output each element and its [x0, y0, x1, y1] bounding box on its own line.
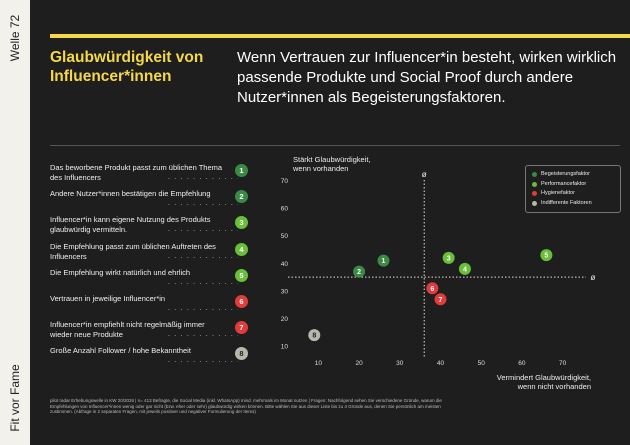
- legend-label: Performancefaktor: [541, 180, 587, 187]
- factor-item: Vertrauen in jeweilige Influencer*in. . …: [50, 294, 260, 316]
- x-tick-label: 20: [355, 360, 363, 367]
- data-point-label: 2: [357, 269, 361, 276]
- x-tick-label: 70: [559, 360, 567, 367]
- legend-swatch: [532, 200, 537, 206]
- average-y-label: ø: [591, 273, 596, 282]
- y-tick-label: 30: [281, 288, 289, 295]
- legend-item: Performancefaktor: [532, 181, 622, 190]
- legend-swatch: [532, 181, 537, 187]
- chart-legend: Begeisterungsfaktor Performancefaktor Hygi…: [525, 165, 621, 213]
- x-tick-label: 40: [437, 360, 445, 367]
- x-tick-label: 50: [478, 360, 486, 367]
- factor-label: Große Anzahl Follower / hohe Bekanntheit: [50, 346, 191, 356]
- side-band: Welle 72 Fit vor Fame: [0, 0, 30, 445]
- y-tick-label: 50: [281, 233, 289, 240]
- data-point-label: 4: [463, 266, 467, 273]
- legend-label: Hygienefaktor: [541, 190, 575, 196]
- factor-number-badge: 8: [235, 347, 248, 361]
- headline: Wenn Vertrauen zur Influencer*in besteht…: [237, 49, 617, 106]
- y-tick-label: 20: [281, 316, 289, 323]
- divider: [50, 145, 620, 146]
- data-point-label: 5: [544, 253, 548, 260]
- data-point-label: 1: [382, 258, 386, 265]
- y-tick-label: 60: [281, 206, 289, 213]
- series-label: Fit vor Fame: [8, 364, 22, 432]
- accent-bar: [50, 34, 630, 38]
- x-tick-label: 30: [396, 360, 404, 367]
- factor-label: Influencer*in kann eigene Nutzung des Pr…: [50, 215, 211, 235]
- scatter-chart: Stärkt Glaubwürdigkeit, wenn vorhanden Ver…: [281, 155, 596, 390]
- wave-label: Welle 72: [8, 14, 22, 62]
- data-point-label: 8: [312, 333, 316, 340]
- data-point: [353, 265, 366, 278]
- dot-leader: . . . . . . . . . . . . . . . . . .: [168, 305, 238, 312]
- data-point: [377, 254, 390, 267]
- factor-label: Die Empfehlung wirkt natürlich und ehrli…: [50, 267, 191, 277]
- y-tick-label: 40: [281, 261, 289, 268]
- factor-number-badge: 3: [235, 216, 248, 230]
- dot-leader: . . . . . . . . . . . . . . . . . .: [168, 331, 238, 339]
- factor-item: Die Empfehlung wirkt natürlich und ehrli…: [50, 268, 260, 290]
- dot-leader: . . . . . . . . . . . . . . . . . .: [168, 252, 238, 260]
- data-point: [458, 262, 471, 275]
- footnote: pilot radar Erhebungswelle in KW 20/2026…: [50, 398, 442, 415]
- x-tick-label: 10: [315, 360, 323, 367]
- factor-number-badge: 5: [235, 268, 248, 282]
- data-point-label: 3: [447, 255, 451, 262]
- data-point: [442, 251, 455, 264]
- data-point-label: 6: [430, 286, 434, 293]
- page-title: Glaubwürdigkeit von Influencer*innen: [50, 49, 204, 85]
- data-point: [434, 293, 447, 306]
- factor-label: Influencer*in empfiehlt nicht regelmäßig…: [50, 320, 205, 340]
- factor-item: Andere Nutzer*innen bestätigen die Empfe…: [50, 189, 260, 211]
- factor-item: Die Empfehlung passt zum üblichen Auftre…: [50, 242, 260, 264]
- factor-label: Die Empfehlung passt zum üblichen Auftre…: [50, 241, 216, 261]
- legend-swatch: [532, 191, 537, 196]
- x-axis-label: Vermindert Glaubwürdigkeit, wenn nicht vo…: [497, 373, 591, 390]
- data-point: [426, 282, 439, 295]
- dot-leader: . . . . . . . . . . . . . . . . . .: [168, 200, 238, 208]
- y-tick-label: 70: [281, 178, 289, 185]
- factor-number-badge: 6: [235, 295, 248, 308]
- factor-number-badge: 2: [235, 190, 248, 204]
- y-axis-label: Stärkt Glaubwürdigkeit, wenn vorhanden: [292, 155, 371, 173]
- factor-label: Vertrauen in jeweilige Influencer*in: [50, 294, 166, 303]
- data-point: [308, 329, 321, 342]
- average-x-label: ø: [422, 170, 427, 179]
- legend-label: Indifferente Faktoren: [541, 199, 592, 206]
- dot-leader: . . . . . . . . . . . . . . . . . .: [168, 174, 238, 181]
- content-card: Glaubwürdigkeit von Influencer*innen Wen…: [30, 0, 630, 445]
- factor-item: Influencer*in kann eigene Nutzung des Pr…: [50, 215, 260, 237]
- dot-leader: . . . . . . . . . . . . . . . . . .: [168, 226, 238, 234]
- data-point-label: 7: [439, 297, 443, 304]
- factor-number-badge: 4: [235, 242, 248, 256]
- factor-number-badge: 7: [235, 321, 248, 335]
- dot-leader: . . . . . . . . . . . . . . . . . .: [168, 357, 238, 365]
- legend-item: Begeisterungsfaktor: [532, 171, 622, 180]
- data-point: [540, 249, 553, 262]
- y-tick-label: 10: [281, 344, 289, 351]
- factor-item: Das beworbene Produkt passt zum üblichen…: [50, 163, 260, 185]
- legend-swatch: [532, 172, 537, 177]
- legend-item: Hygienefaktor: [532, 190, 622, 199]
- legend-label: Begeisterungsfaktor: [541, 171, 590, 177]
- x-tick-label: 60: [518, 360, 526, 367]
- factor-label: Das beworbene Produkt passt zum üblichen…: [50, 163, 223, 182]
- factor-number-badge: 1: [235, 164, 248, 177]
- dot-leader: . . . . . . . . . . . . . . . . . .: [168, 278, 238, 286]
- factor-item: Influencer*in empfiehlt nicht regelmäßig…: [50, 320, 260, 342]
- factor-label: Andere Nutzer*innen bestätigen die Empfe…: [50, 189, 211, 199]
- legend-item: Indifferente Faktoren: [532, 200, 622, 209]
- factor-item: Große Anzahl Follower / hohe Bekanntheit…: [50, 346, 260, 368]
